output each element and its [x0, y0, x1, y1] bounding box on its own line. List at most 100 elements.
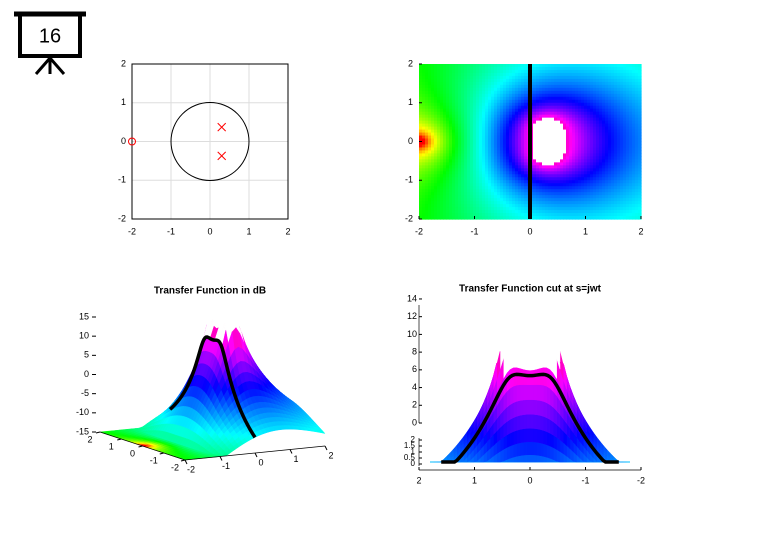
heat-cell: [440, 96, 444, 101]
heat-cell: [482, 195, 486, 199]
heat-cell: [548, 183, 552, 187]
heat-cell: [470, 135, 474, 140]
heat-cell: [494, 177, 498, 181]
heat-cell: [578, 138, 582, 143]
heat-cell: [509, 144, 513, 149]
heat-cell: [464, 180, 468, 184]
heat-cell: [506, 96, 510, 101]
heat-cell: [455, 75, 459, 80]
heat-cell: [458, 168, 462, 172]
heat-cell: [494, 207, 498, 211]
heat-cell: [542, 84, 546, 89]
heat-cell: [545, 213, 549, 217]
heat-cell: [569, 156, 573, 160]
heat-cell: [626, 153, 630, 158]
heat-cell: [428, 135, 432, 140]
heat-cell: [602, 81, 606, 86]
heat-cell: [497, 150, 501, 155]
heat-cell: [578, 204, 582, 208]
heat-cell: [479, 186, 483, 190]
heat-cell: [473, 78, 477, 83]
heat-cell: [440, 102, 444, 107]
heat-cell: [437, 93, 441, 98]
heat-cell: [617, 69, 621, 74]
heat-cell: [572, 111, 576, 116]
heat-cell: [440, 75, 444, 80]
heat-cell: [569, 87, 573, 92]
heat-cell: [422, 156, 426, 160]
heat-cell: [626, 192, 630, 196]
heat-cell: [551, 96, 555, 101]
heat-cell: [587, 75, 591, 80]
heat-cell: [581, 147, 585, 152]
heat-cell: [497, 69, 501, 74]
heat-cell: [536, 156, 540, 160]
heat-cell: [620, 105, 624, 110]
heat-cell: [533, 105, 537, 110]
heat-cell: [632, 150, 636, 155]
heat-cell: [533, 138, 537, 143]
heat-cell: [476, 210, 480, 214]
heat-cell: [572, 156, 576, 160]
heat-cell: [437, 162, 441, 166]
heat-cell: [488, 195, 492, 199]
heat-cell: [569, 150, 573, 155]
heat-cell: [431, 216, 435, 220]
heat-cell: [473, 168, 477, 172]
heat-cell: [542, 123, 546, 128]
heat-cell: [431, 99, 435, 104]
heat-cell: [512, 201, 516, 205]
heat-cell: [599, 117, 603, 122]
heat-cell: [590, 117, 594, 122]
heat-cell: [614, 204, 618, 208]
heat-cell: [599, 99, 603, 104]
heat-cell: [557, 165, 561, 169]
heat-cell: [443, 72, 447, 77]
heat-cell: [602, 201, 606, 205]
heat-cell: [458, 150, 462, 155]
heat-cell: [581, 216, 585, 220]
heat-cell: [446, 72, 450, 77]
heat-cell: [533, 153, 537, 158]
heat-cell: [428, 108, 432, 113]
heat-cell: [521, 93, 525, 98]
heat-cell: [482, 69, 486, 74]
heat-cell: [422, 102, 426, 107]
heat-cell: [464, 150, 468, 155]
heat-cell: [620, 147, 624, 152]
heat-cell: [476, 126, 480, 131]
heat-cell: [449, 150, 453, 155]
heat-cell: [584, 198, 588, 202]
heat-cell: [602, 159, 606, 163]
heat-cell: [419, 72, 423, 77]
heat-cell: [581, 192, 585, 196]
heat-cell: [458, 99, 462, 104]
x-tick-label: 1: [246, 226, 251, 236]
heat-cell: [545, 66, 549, 71]
heat-cell: [593, 183, 597, 187]
heat-cell: [623, 102, 627, 107]
heat-cell: [476, 66, 480, 71]
heat-cell: [611, 141, 615, 146]
heat-cell: [611, 72, 615, 77]
heat-cell: [452, 189, 456, 193]
heat-cell: [611, 180, 615, 184]
heat-cell: [599, 120, 603, 125]
heat-cell: [419, 216, 423, 220]
heat-cell: [428, 126, 432, 131]
heat-cell: [563, 75, 567, 80]
heat-cell: [512, 78, 516, 83]
heat-cell: [467, 186, 471, 190]
heat-cell: [584, 201, 588, 205]
heat-cell: [506, 135, 510, 140]
heat-cell: [536, 144, 540, 149]
heat-cell: [590, 183, 594, 187]
heat-cell: [599, 150, 603, 155]
heat-cell: [452, 201, 456, 205]
heat-cell: [560, 132, 564, 137]
heat-cell: [539, 129, 543, 134]
heat-cell: [629, 123, 633, 128]
heat-cell: [461, 192, 465, 196]
heat-cell: [551, 78, 555, 83]
heat-cell: [596, 174, 600, 178]
